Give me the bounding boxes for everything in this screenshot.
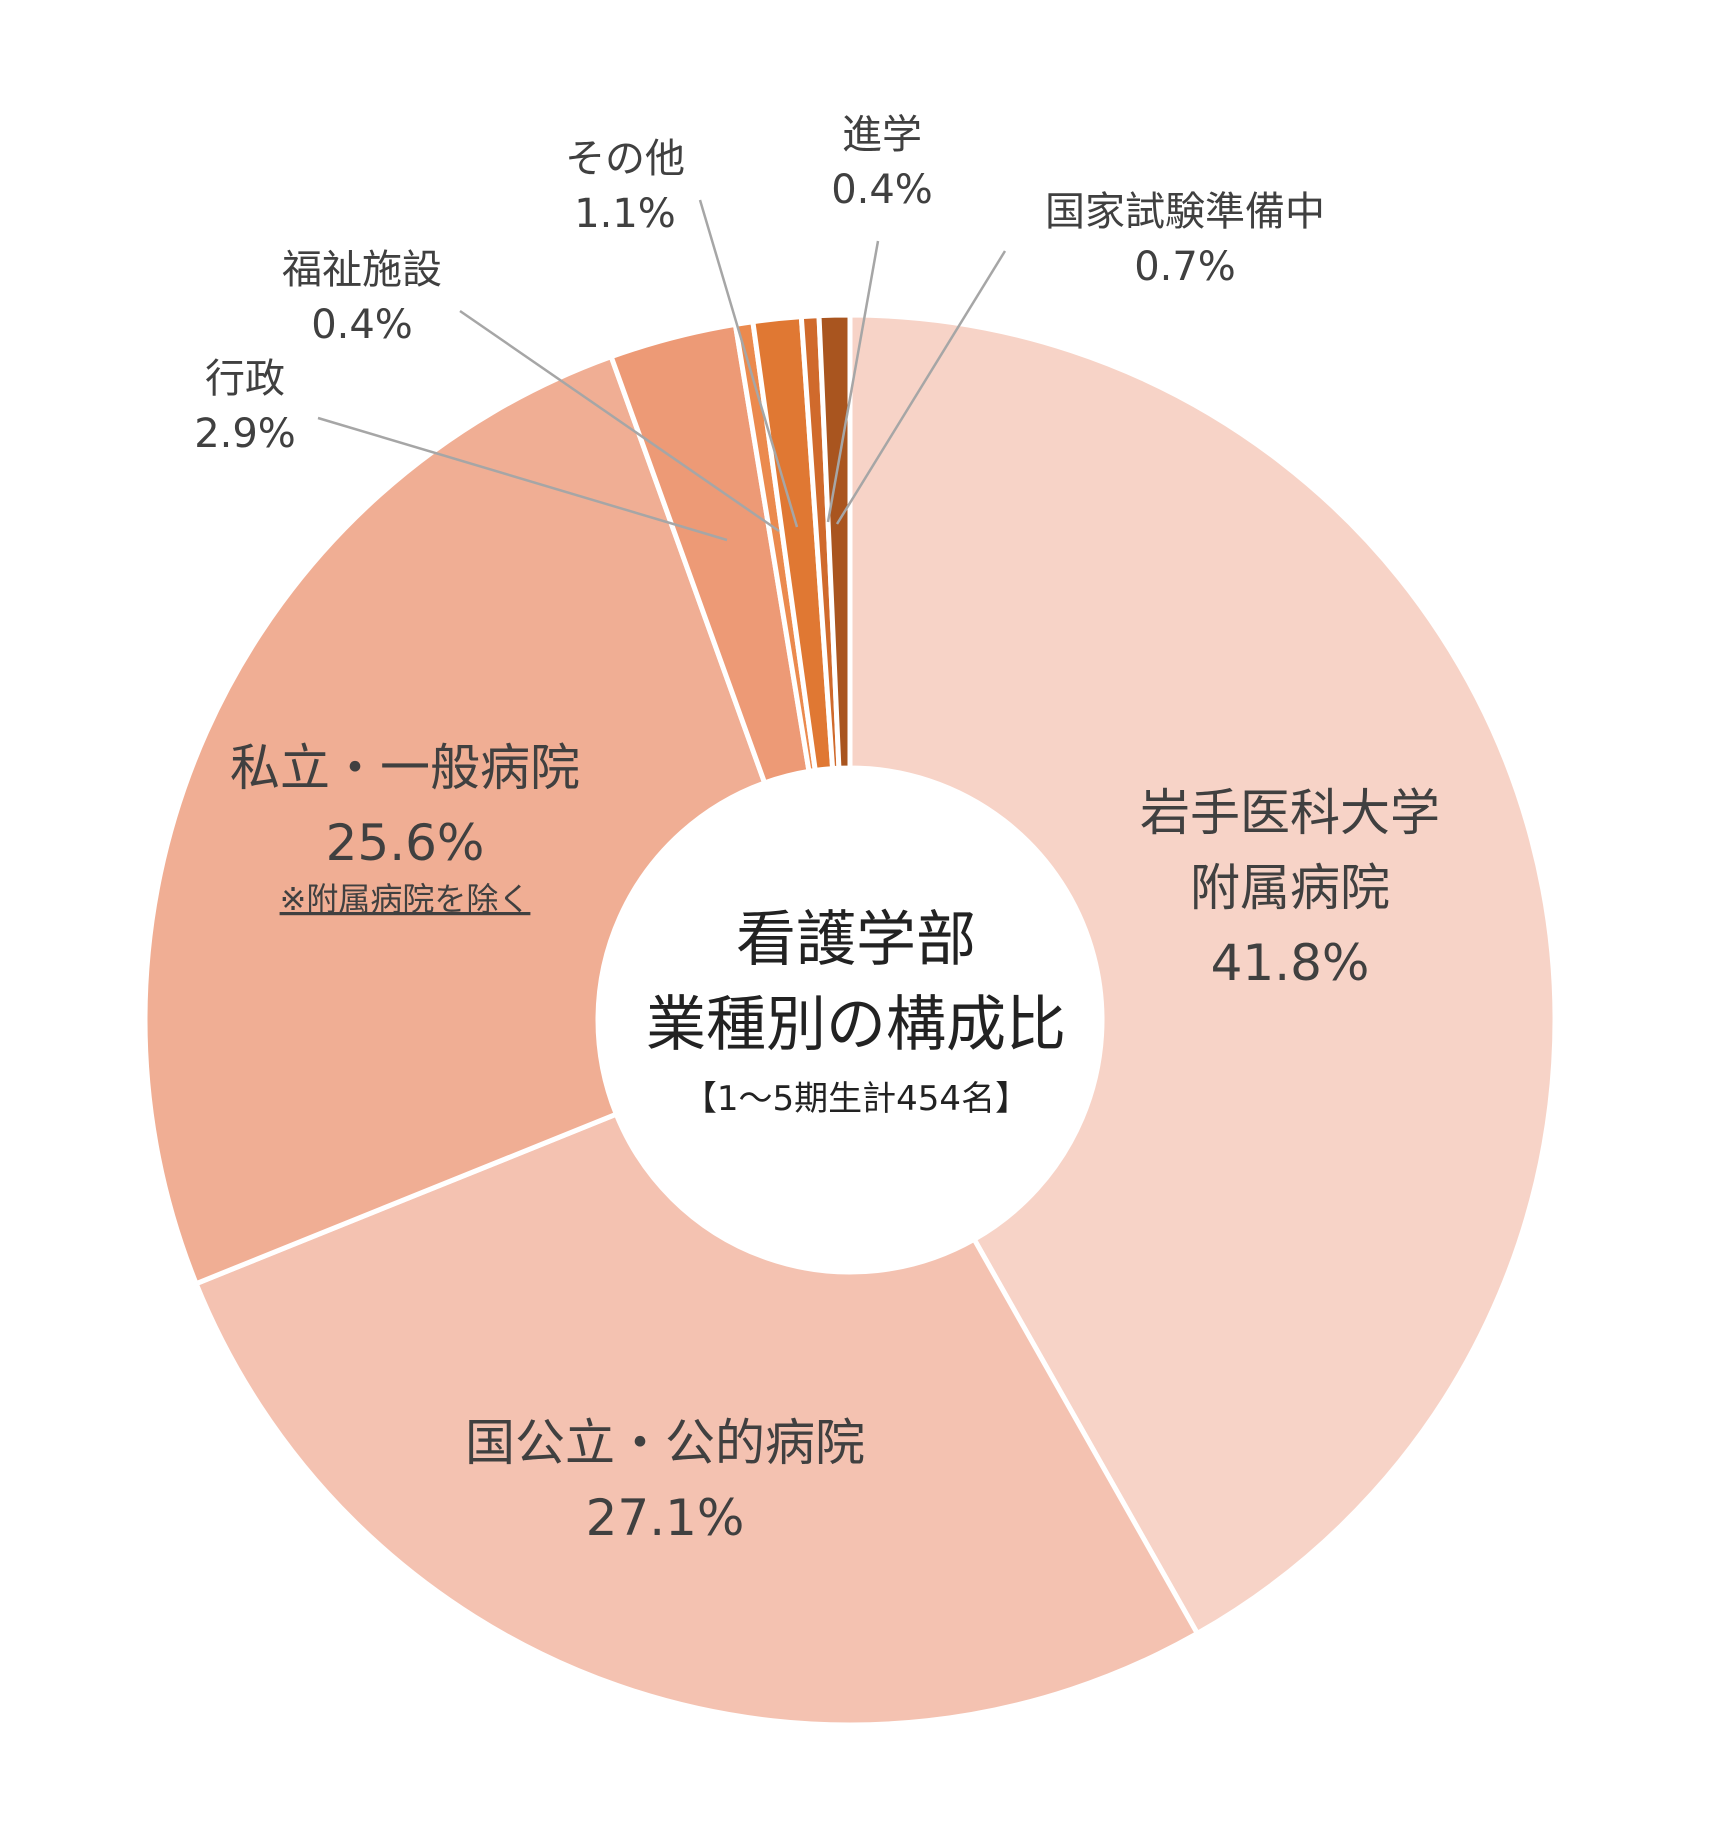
leader-line-4 <box>317 416 728 542</box>
slice-note-3: ※附属病院を除く <box>280 880 531 918</box>
slice-value-7: 0.4% <box>831 167 933 213</box>
slice-2 <box>193 1111 1200 1728</box>
slice-label-1-line-1: 岩手医科大学 <box>1140 784 1440 842</box>
chart-note: 【1～5期生計454名】 <box>683 1079 1029 1119</box>
center-label: 看護学部 業種別の構成比 【1～5期生計454名】 <box>646 905 1066 1119</box>
slice-value-2: 27.1% <box>586 1489 745 1547</box>
slice-label-2: 国公立・公的病院 <box>465 1414 865 1472</box>
slice-label-3: 私立・一般病院 <box>230 739 580 797</box>
slice-value-4: 2.9% <box>194 411 296 457</box>
slice-label-6: その他 <box>565 136 685 182</box>
leader-lines-layer <box>317 199 1007 542</box>
slice-8 <box>816 312 853 771</box>
slice-1 <box>847 312 1558 1636</box>
slice-value-6: 1.1% <box>574 191 676 237</box>
slice-3 <box>142 354 768 1287</box>
leader-line-6 <box>698 199 799 528</box>
slices-layer <box>142 312 1558 1728</box>
slice-value-3: 25.6% <box>326 814 485 872</box>
chart-subtitle: 業種別の構成比 <box>646 990 1066 1060</box>
slice-value-8: 0.7% <box>1134 244 1236 290</box>
slice-label-5: 福祉施設 <box>282 247 442 293</box>
leader-line-8 <box>835 250 1007 525</box>
leader-line-5 <box>459 309 780 533</box>
slice-value-5: 0.4% <box>311 302 413 348</box>
slice-label-4: 行政 <box>205 356 285 402</box>
leader-line-7 <box>826 240 880 523</box>
slice-label-7: 進学 <box>842 112 922 158</box>
slice-label-1-line-2: 附属病院 <box>1190 859 1390 917</box>
slice-label-8: 国家試験準備中 <box>1045 189 1325 235</box>
slice-value-1: 41.8% <box>1211 934 1370 992</box>
chart-title: 看護学部 <box>736 905 976 975</box>
